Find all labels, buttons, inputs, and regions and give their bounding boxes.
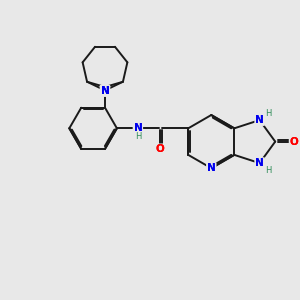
Text: O: O xyxy=(290,136,298,147)
Text: N: N xyxy=(255,158,264,168)
Text: H: H xyxy=(135,132,141,141)
Text: N: N xyxy=(100,86,109,96)
Text: O: O xyxy=(156,144,165,154)
Text: H: H xyxy=(265,166,271,175)
Text: O: O xyxy=(290,136,298,147)
Text: N: N xyxy=(255,115,264,125)
Text: N: N xyxy=(134,123,142,133)
Text: O: O xyxy=(156,144,165,154)
Text: N: N xyxy=(134,123,142,133)
Text: N: N xyxy=(255,158,264,168)
Text: N: N xyxy=(100,86,109,96)
Text: H: H xyxy=(265,109,271,118)
Text: N: N xyxy=(207,163,216,173)
Text: N: N xyxy=(207,163,216,173)
Text: N: N xyxy=(100,86,109,96)
Text: N: N xyxy=(255,115,264,125)
Text: N: N xyxy=(100,86,109,96)
